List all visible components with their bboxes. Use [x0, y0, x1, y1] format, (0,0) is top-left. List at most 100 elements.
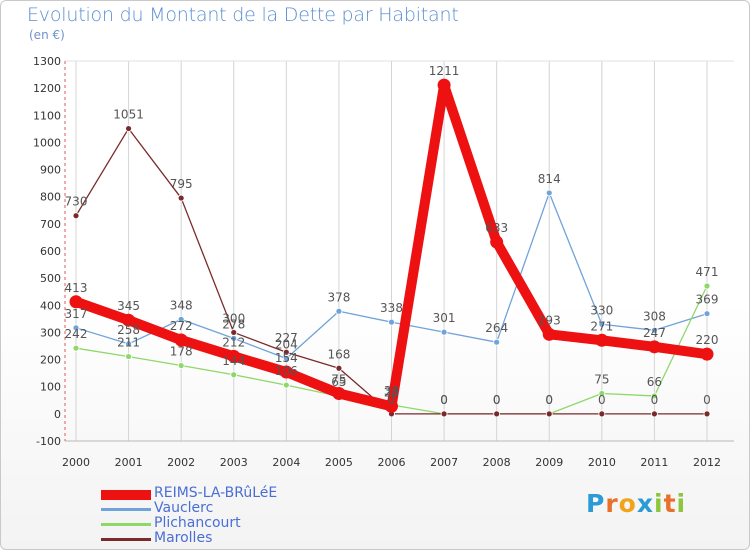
data-label: 300 — [222, 311, 245, 325]
legend: REIMS-LA-BRûLéE Vauclerc Plichancourt Marol… — [101, 485, 361, 547]
logo-letter: P — [586, 489, 606, 518]
data-label: 795 — [170, 177, 193, 191]
logo-letter: i — [654, 489, 664, 518]
y-tick-label: 500 — [40, 272, 61, 285]
data-label: 264 — [485, 321, 508, 335]
data-label: 0 — [440, 393, 448, 407]
data-label: 0 — [545, 393, 553, 407]
series-point — [703, 410, 711, 418]
data-label: 345 — [117, 299, 140, 313]
data-label: 242 — [65, 327, 88, 341]
series-point — [388, 318, 395, 326]
data-label: 168 — [327, 347, 350, 361]
legend-swatch — [101, 508, 151, 511]
data-label: 0 — [598, 393, 606, 407]
data-label: 220 — [696, 333, 719, 347]
legend-swatch — [101, 538, 151, 541]
legend-item: Plichancourt — [101, 515, 361, 532]
legend-item: REIMS-LA-BRûLéE — [101, 485, 361, 502]
data-label: 65 — [331, 375, 346, 389]
data-label: 330 — [590, 303, 613, 317]
series-layer — [69, 78, 714, 418]
data-labels-layer: 730 1051 795 300 227 168 0 0 0 0 0 0 0 317 258 348 278 20… — [65, 64, 719, 407]
series-point — [125, 125, 132, 132]
data-label: 0 — [440, 393, 448, 407]
data-label: 814 — [538, 172, 561, 186]
data-label: 413 — [65, 281, 88, 295]
series-point — [72, 324, 80, 332]
data-label: 106 — [275, 364, 298, 378]
data-label: 278 — [222, 317, 245, 331]
series-point — [493, 410, 501, 418]
series-point — [437, 78, 451, 92]
y-tick-label: 600 — [40, 245, 61, 258]
series-point — [122, 313, 136, 327]
series-point — [647, 340, 661, 354]
series-point — [651, 392, 658, 400]
series-point — [542, 327, 556, 341]
data-label: 0 — [493, 393, 501, 407]
series-point — [282, 381, 290, 389]
legend-label: Marolles — [154, 530, 213, 546]
y-tick-label: 400 — [40, 299, 61, 312]
series-point — [703, 282, 711, 290]
series-point — [177, 194, 185, 202]
data-label: 28 — [384, 385, 399, 399]
series-point — [230, 371, 238, 379]
y-tick-label: 1300 — [33, 55, 61, 68]
series-point — [598, 410, 606, 418]
y-tick-label: 200 — [40, 354, 61, 367]
data-label: 271 — [590, 319, 613, 333]
legend-swatch — [101, 490, 151, 500]
x-tick-label: 2010 — [588, 456, 616, 469]
series-point — [700, 347, 714, 361]
x-tick-label: 2012 — [693, 456, 721, 469]
logo-letter: i — [676, 489, 687, 518]
data-label: 0 — [651, 393, 659, 407]
y-tick-label: 1100 — [33, 109, 61, 122]
legend-item: Marolles — [101, 530, 361, 547]
series-point — [490, 235, 504, 249]
data-label: 308 — [643, 309, 666, 323]
series-point — [335, 307, 343, 315]
y-tick-label: 100 — [40, 381, 61, 394]
data-label: 75 — [594, 373, 609, 387]
series-point — [174, 333, 188, 347]
series-point — [282, 348, 290, 356]
data-label: 204 — [275, 337, 298, 351]
x-tick-label: 2001 — [115, 456, 143, 469]
y-tick-label: 300 — [40, 326, 61, 339]
data-label: 471 — [696, 265, 719, 279]
data-label: 258 — [117, 323, 140, 337]
series-point — [72, 212, 80, 220]
y-tick-label: 900 — [40, 164, 61, 177]
data-label: 633 — [485, 221, 508, 235]
x-tick-label: 2000 — [62, 456, 90, 469]
series-point — [385, 399, 398, 413]
series-point — [332, 387, 346, 400]
series-point — [651, 410, 658, 418]
series-point — [72, 344, 80, 352]
series-point — [440, 410, 448, 418]
series-point — [598, 320, 606, 328]
data-label: 348 — [170, 298, 193, 312]
logo-letter: r — [605, 489, 619, 518]
chart-subtitle: (en €) — [29, 28, 65, 42]
data-label: 369 — [696, 293, 719, 307]
y-tick-label: 700 — [40, 218, 61, 231]
y-tick-label: 1200 — [33, 82, 61, 95]
data-label: 293 — [538, 313, 561, 327]
data-label: 1211 — [429, 64, 460, 78]
series-point — [279, 365, 293, 379]
chart-title: Evolution du Montant de la Dette par Hab… — [27, 4, 459, 26]
data-label: 154 — [275, 351, 298, 365]
data-label: 272 — [170, 319, 193, 333]
x-tick-label: 2008 — [483, 456, 511, 469]
data-label: 378 — [327, 290, 350, 304]
data-label: 212 — [222, 335, 245, 349]
data-label: 1051 — [113, 108, 144, 122]
series-point — [595, 333, 609, 347]
data-label: 730 — [65, 195, 88, 209]
